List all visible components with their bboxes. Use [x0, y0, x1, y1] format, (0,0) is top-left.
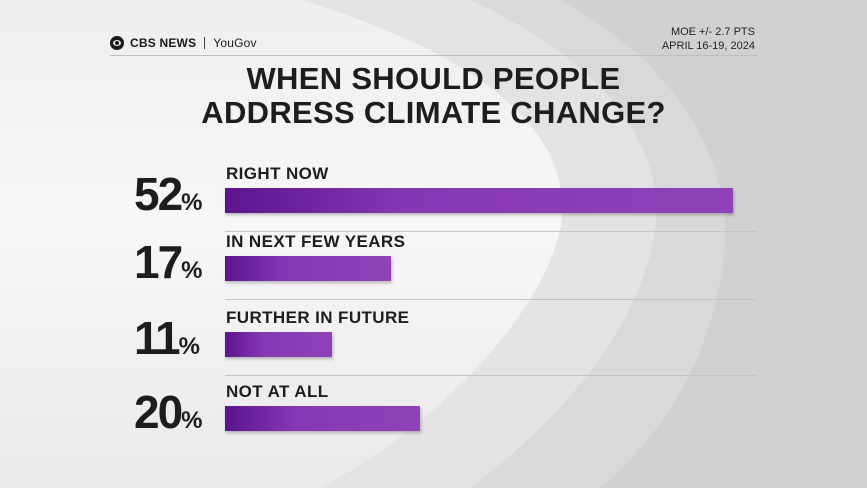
bar-track [225, 332, 733, 357]
bar [225, 406, 421, 431]
bar-row: 11% FURTHER IN FUTURE [110, 306, 757, 376]
bar-track [225, 188, 733, 213]
cbs-eye-icon [110, 36, 124, 50]
value-label: 17% [134, 239, 203, 294]
row-divider [225, 299, 757, 300]
chart-title: WHEN SHOULD PEOPLE ADDRESS CLIMATE CHANG… [110, 62, 757, 130]
margin-of-error: MOE +/- 2.7 PTS [670, 26, 755, 38]
brand-partner: YouGov [213, 36, 257, 50]
category-label: NOT AT ALL [226, 382, 329, 401]
value-unit: % [181, 257, 203, 284]
bar-row: 20% NOT AT ALL [110, 380, 757, 450]
bar [225, 256, 392, 281]
brand-network: CBS NEWS [130, 36, 197, 50]
chart-title-line-2: ADDRESS CLIMATE CHANGE? [201, 95, 666, 130]
value-unit: % [178, 333, 200, 360]
bar-track [225, 406, 733, 431]
category-label: IN NEXT FEW YEARS [226, 232, 406, 251]
value-label: 20% [134, 389, 203, 444]
poll-dates: APRIL 16-19, 2024 [661, 40, 755, 52]
value-number: 20 [134, 386, 183, 438]
bar-track [225, 256, 733, 281]
value-number: 52 [134, 168, 183, 220]
value-number: 11 [134, 312, 181, 364]
value-label: 52% [134, 171, 203, 226]
value-number: 17 [134, 236, 183, 288]
category-label: FURTHER IN FUTURE [226, 308, 410, 327]
poll-meta: MOE +/- 2.7 PTS APRIL 16-19, 2024 [662, 25, 755, 53]
brand-logo: CBS NEWS YouGov [110, 36, 257, 50]
bar-row: 52% RIGHT NOW [110, 162, 757, 232]
chart-title-line-1: WHEN SHOULD PEOPLE [246, 61, 621, 96]
bar [225, 188, 733, 213]
value-label: 11% [134, 315, 200, 370]
header-divider [110, 55, 757, 56]
category-label: RIGHT NOW [226, 164, 329, 183]
row-divider [225, 231, 757, 232]
value-unit: % [181, 407, 203, 434]
value-unit: % [181, 189, 203, 216]
bar-row: 17% IN NEXT FEW YEARS [110, 230, 757, 300]
brand-separator [204, 37, 206, 49]
bar [225, 332, 333, 357]
row-divider [225, 375, 757, 376]
